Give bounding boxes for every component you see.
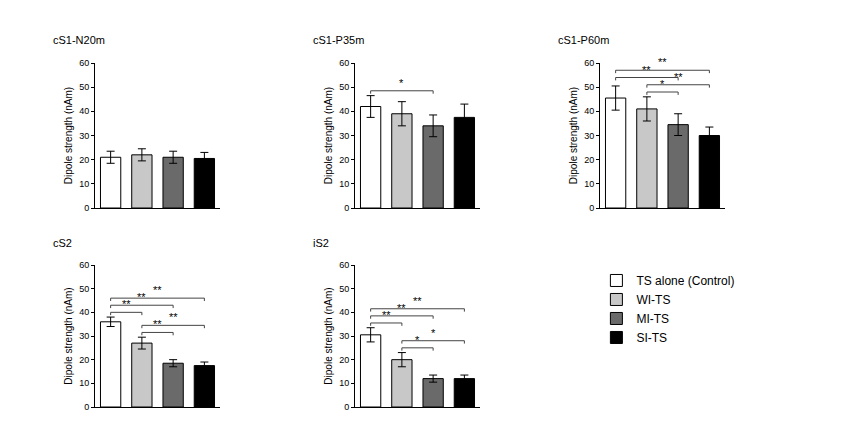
svg-text:20: 20: [584, 155, 594, 165]
svg-text:**: **: [137, 291, 146, 303]
svg-text:*: *: [415, 334, 420, 346]
svg-text:**: **: [153, 318, 162, 330]
svg-text:0: 0: [344, 203, 349, 213]
svg-text:Dipole strength (nAm): Dipole strength (nAm): [63, 287, 74, 384]
svg-text:30: 30: [79, 131, 89, 141]
svg-text:30: 30: [79, 331, 89, 341]
svg-text:WI-TS: WI-TS: [636, 293, 670, 307]
svg-text:50: 50: [339, 82, 349, 92]
svg-text:*: *: [399, 77, 404, 89]
svg-text:60: 60: [584, 58, 594, 68]
svg-text:60: 60: [79, 260, 89, 270]
svg-text:*: *: [660, 78, 665, 90]
svg-text:Dipole strength (nAm): Dipole strength (nAm): [568, 87, 579, 184]
svg-text:50: 50: [79, 284, 89, 294]
svg-text:50: 50: [584, 82, 594, 92]
svg-text:20: 20: [79, 355, 89, 365]
svg-text:40: 40: [339, 307, 349, 317]
svg-text:Dipole strength (nAm): Dipole strength (nAm): [323, 87, 334, 184]
svg-text:20: 20: [79, 155, 89, 165]
svg-text:40: 40: [584, 106, 594, 116]
svg-text:*: *: [431, 327, 436, 339]
svg-text:Dipole strength (nAm): Dipole strength (nAm): [63, 87, 74, 184]
svg-text:**: **: [397, 302, 406, 314]
svg-text:cS2: cS2: [53, 237, 72, 249]
svg-text:60: 60: [79, 58, 89, 68]
svg-text:40: 40: [339, 106, 349, 116]
svg-text:**: **: [122, 298, 131, 310]
svg-text:cS1-P60m: cS1-P60m: [558, 34, 609, 46]
svg-text:0: 0: [344, 402, 349, 412]
svg-text:MI-TS: MI-TS: [636, 312, 669, 326]
svg-text:**: **: [153, 284, 162, 296]
svg-text:50: 50: [339, 284, 349, 294]
svg-text:Dipole strength (nAm): Dipole strength (nAm): [323, 287, 334, 384]
svg-text:**: **: [642, 64, 651, 76]
svg-text:iS2: iS2: [313, 237, 329, 249]
svg-text:**: **: [658, 56, 667, 68]
svg-text:20: 20: [339, 355, 349, 365]
svg-text:30: 30: [339, 131, 349, 141]
svg-text:10: 10: [339, 378, 349, 388]
svg-text:20: 20: [339, 155, 349, 165]
svg-text:**: **: [413, 295, 422, 307]
svg-text:40: 40: [79, 307, 89, 317]
svg-text:cS1-N20m: cS1-N20m: [53, 34, 105, 46]
svg-text:TS alone (Control): TS alone (Control): [636, 274, 734, 288]
svg-text:30: 30: [584, 131, 594, 141]
svg-text:10: 10: [339, 179, 349, 189]
svg-text:0: 0: [589, 203, 594, 213]
svg-text:SI-TS: SI-TS: [636, 331, 667, 345]
svg-text:cS1-P35m: cS1-P35m: [313, 34, 364, 46]
svg-text:50: 50: [79, 82, 89, 92]
svg-text:40: 40: [79, 106, 89, 116]
svg-text:**: **: [169, 311, 178, 323]
svg-text:10: 10: [79, 378, 89, 388]
svg-text:60: 60: [339, 58, 349, 68]
svg-text:30: 30: [339, 331, 349, 341]
svg-text:10: 10: [79, 179, 89, 189]
svg-text:60: 60: [339, 260, 349, 270]
svg-text:10: 10: [584, 179, 594, 189]
svg-text:0: 0: [84, 203, 89, 213]
svg-text:**: **: [382, 309, 391, 321]
svg-text:**: **: [674, 71, 683, 83]
svg-text:0: 0: [84, 402, 89, 412]
